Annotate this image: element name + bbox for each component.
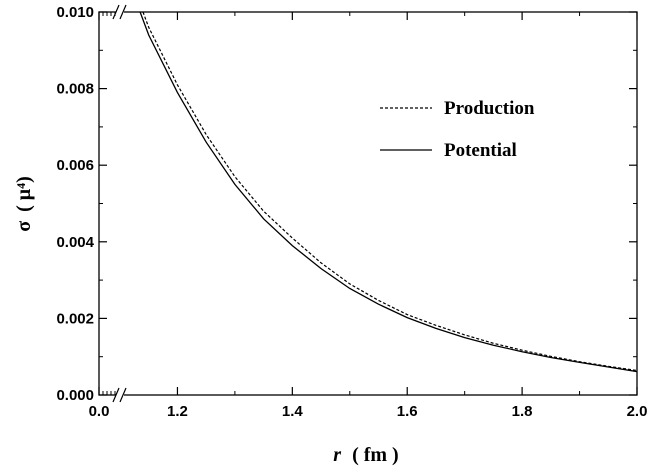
y-tick-label: 0.004 xyxy=(56,234,94,251)
x-tick-label: 1.6 xyxy=(397,403,418,420)
ticks-layer: 0.000 0.002 0.004 0.006 0.008 0.010 0.0 1.2 1.4 1… xyxy=(56,4,647,420)
x-tick-label: 1.8 xyxy=(512,403,533,420)
series-line-potential xyxy=(139,11,638,373)
y-axis-title: σ ( μ⁴) xyxy=(13,176,35,232)
series-line-production xyxy=(142,11,638,372)
x-axis-title: r ( fm ) xyxy=(333,444,398,466)
axis-break-slash xyxy=(112,4,120,20)
axis-break-gap xyxy=(116,388,124,402)
plot-frame xyxy=(98,11,638,396)
x-tick-label: 1.2 xyxy=(167,403,188,420)
y-tick-label: 0.006 xyxy=(56,157,94,174)
axis-break xyxy=(112,4,127,403)
legend: Production Potential xyxy=(380,98,535,161)
y-tick-label: 0.010 xyxy=(56,4,94,21)
axis-break-gap xyxy=(116,5,124,19)
x-tick-label: 0.0 xyxy=(89,403,110,420)
x-tick-label: 2.0 xyxy=(627,403,648,420)
x-axis-variable: r xyxy=(333,444,341,466)
x-axis-unit: ( fm ) xyxy=(352,444,399,466)
y-tick-label: 0.008 xyxy=(56,81,94,98)
axis-break-slash xyxy=(119,4,127,20)
series-layer xyxy=(139,11,638,373)
axis-break-slash xyxy=(112,387,120,403)
legend-label-potential: Potential xyxy=(444,140,517,161)
y-axis-variable: σ xyxy=(13,221,35,232)
y-tick-label: 0.002 xyxy=(56,310,94,327)
y-axis-unit: ( μ⁴) xyxy=(13,176,35,212)
y-tick-label: 0.000 xyxy=(56,387,94,404)
legend-label-production: Production xyxy=(444,98,535,119)
x-tick-label: 1.4 xyxy=(282,403,304,420)
axis-break-slash xyxy=(119,387,127,403)
